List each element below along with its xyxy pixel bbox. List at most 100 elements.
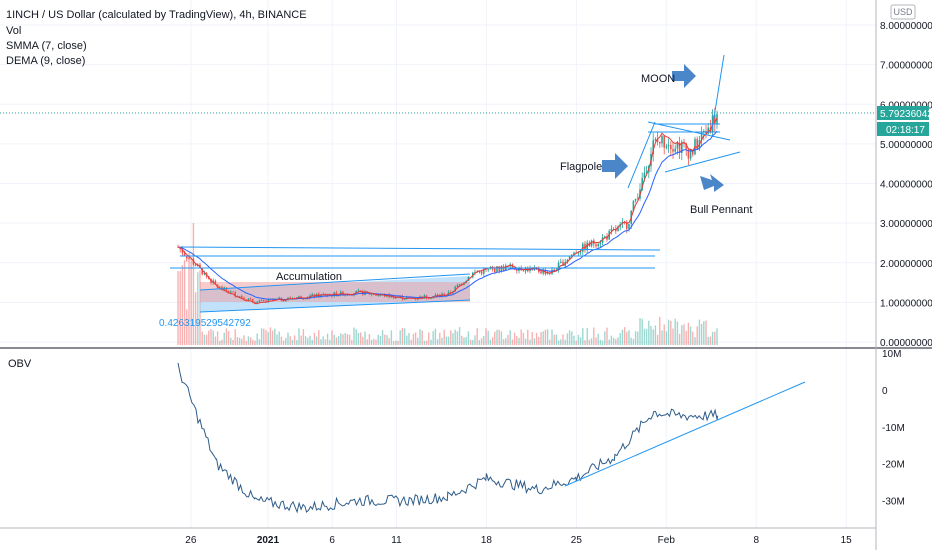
volume-bar [291, 339, 294, 345]
time-tick-label: Feb [658, 535, 676, 546]
volume-bar [597, 333, 599, 345]
candle-body [227, 290, 230, 293]
candle-body [474, 271, 476, 273]
obv-tick-label: -10M [882, 423, 905, 434]
volume-bar [342, 334, 344, 345]
volume-bar [183, 260, 186, 345]
volume-bar [590, 338, 593, 345]
volume-bar [474, 335, 476, 345]
volume-bar [274, 328, 276, 345]
candle-body [425, 295, 428, 298]
volume-bar [298, 328, 300, 345]
volume-bar [355, 329, 357, 345]
volume-bar [271, 330, 274, 345]
time-tick-label: 18 [481, 535, 493, 546]
pennant-top-line[interactable] [647, 121, 731, 141]
volume-bar [410, 339, 412, 345]
chart-title[interactable]: 1INCH / US Dollar (calculated by Trading… [6, 9, 307, 21]
pennant-bottom-line[interactable] [664, 151, 741, 173]
candle-body [557, 262, 560, 270]
candle-body [553, 269, 555, 271]
candle-body [674, 148, 676, 152]
volume-bar [221, 339, 223, 345]
candle-body [234, 291, 236, 297]
candle-body [516, 269, 518, 271]
volume-bar [421, 330, 423, 345]
candle-body [498, 266, 500, 272]
volume-bar [397, 340, 399, 345]
volume-bar [557, 340, 560, 345]
candle-body [632, 200, 635, 211]
candle-body [568, 256, 571, 260]
volume-bar [568, 330, 571, 345]
legend-dema[interactable]: DEMA (9, close) [6, 55, 85, 67]
volume-bar [300, 335, 302, 345]
volume-bar [241, 338, 243, 345]
volume-bar [423, 340, 426, 345]
candle-body [670, 145, 672, 150]
volume-bar [450, 330, 452, 345]
volume-bar [667, 319, 670, 345]
volume-bar [696, 326, 698, 345]
obv-tick-label: -30M [882, 497, 905, 508]
candle-body [491, 268, 494, 270]
candle-body [241, 296, 243, 298]
price-tick-label: 6.00000000 [880, 100, 932, 111]
candle-body [188, 258, 190, 260]
candle-body [652, 140, 654, 155]
volume-bar [546, 329, 549, 345]
volume-bar [346, 334, 349, 345]
resistance-line-upper[interactable] [179, 246, 661, 251]
volume-bar [476, 328, 478, 345]
legend-vol[interactable]: Vol [6, 25, 21, 37]
volume-bar [582, 328, 584, 345]
volume-bar [698, 319, 701, 345]
candle-body [434, 294, 437, 296]
volume-bar [553, 334, 555, 345]
candle-body [496, 266, 498, 273]
price-tick-label: 7.00000000 [880, 61, 932, 72]
volume-bar [538, 336, 540, 345]
trendlines[interactable] [170, 54, 741, 313]
moon-projection-line[interactable] [711, 54, 725, 131]
volume-bar [628, 330, 630, 345]
volume-bar [377, 334, 379, 345]
volume-bar [335, 337, 338, 345]
currency-badge[interactable] [890, 4, 916, 20]
accumulation-top-line[interactable] [199, 273, 471, 291]
candle-body [692, 149, 694, 155]
volume-bar [432, 331, 434, 345]
price-axis-ticks: 8.00000000 7.00000000 6.00000000 5.00000000… [880, 21, 932, 349]
volume-bar [307, 337, 309, 345]
flagpole-line[interactable] [627, 121, 656, 189]
accumulation-bottom-line[interactable] [199, 299, 471, 313]
legend-smma[interactable]: SMMA (7, close) [6, 40, 87, 52]
candle-body [370, 293, 373, 295]
volume-bar [258, 339, 261, 345]
volume-bar [621, 329, 624, 345]
candle-body [458, 283, 461, 286]
volume-bar [425, 340, 428, 345]
volume-bar [203, 334, 206, 345]
price-tick-label: 8.00000000 [880, 21, 932, 32]
obv-trendline[interactable] [564, 381, 806, 487]
volume-bar [505, 338, 507, 345]
volume-bar [366, 339, 368, 345]
candle-body [373, 293, 375, 295]
volume-bar [529, 339, 531, 345]
candle-body [311, 294, 313, 296]
volume-bar [478, 340, 481, 345]
obv-tick-label: 10M [882, 349, 901, 360]
price-tick-label: 3.00000000 [880, 219, 932, 230]
candle-body [282, 300, 285, 302]
volume-bar [238, 337, 241, 345]
candle-body [681, 141, 683, 153]
volume-bar [496, 329, 498, 345]
candle-body [287, 297, 289, 300]
candle-body [249, 298, 252, 300]
volume-bar [467, 331, 470, 345]
candle-body [181, 249, 184, 254]
candle-body [480, 271, 483, 274]
candle-body [225, 287, 228, 291]
